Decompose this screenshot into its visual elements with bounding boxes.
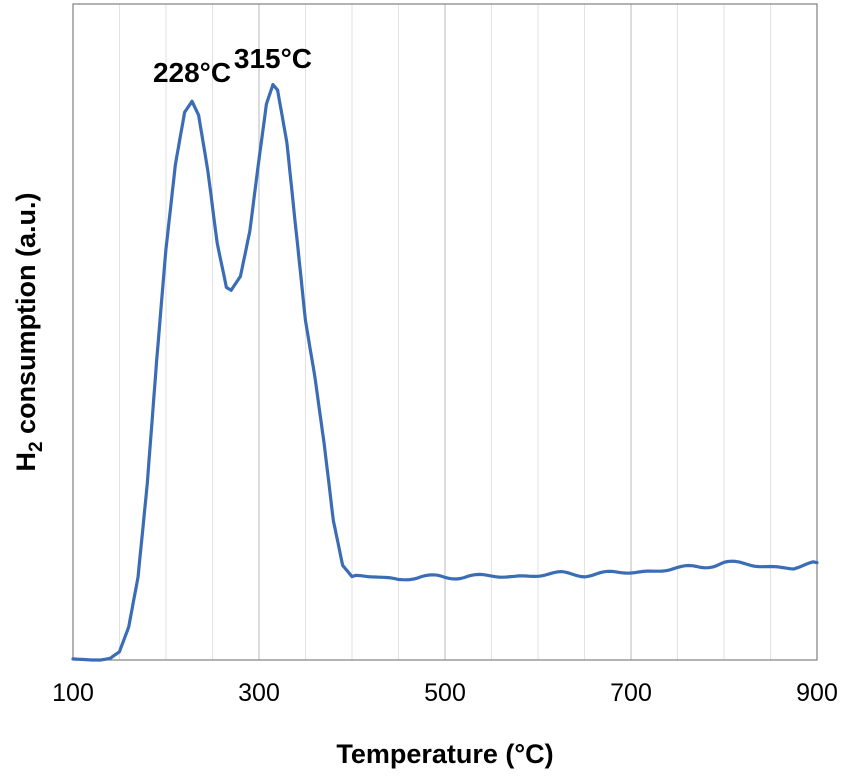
x-tick-label: 900 <box>796 679 838 707</box>
x-tick-labels: 100 300 500 700 900 <box>52 679 838 707</box>
plot-frame <box>72 3 818 661</box>
x-axis-title: Temperature (°C) <box>336 739 553 769</box>
peak-annotations: 228°C 315°C <box>153 43 312 88</box>
x-tick-label: 700 <box>610 679 652 707</box>
x-tick-label: 500 <box>424 679 466 707</box>
y-axis-title: H2 consumption (a.u.) <box>11 192 47 471</box>
x-tick-label: 300 <box>238 679 280 707</box>
y-axis-title-subscript: 2 <box>26 441 47 452</box>
h2-consumption-line <box>71 82 819 662</box>
grid-lines <box>119 4 771 660</box>
peak-annotation: 228°C <box>153 57 231 88</box>
y-axis-title-main: H <box>11 452 41 472</box>
peak-annotation: 315°C <box>234 43 312 74</box>
x-tick-label: 100 <box>52 679 94 707</box>
y-axis-title-rest: consumption (a.u.) <box>11 192 41 441</box>
